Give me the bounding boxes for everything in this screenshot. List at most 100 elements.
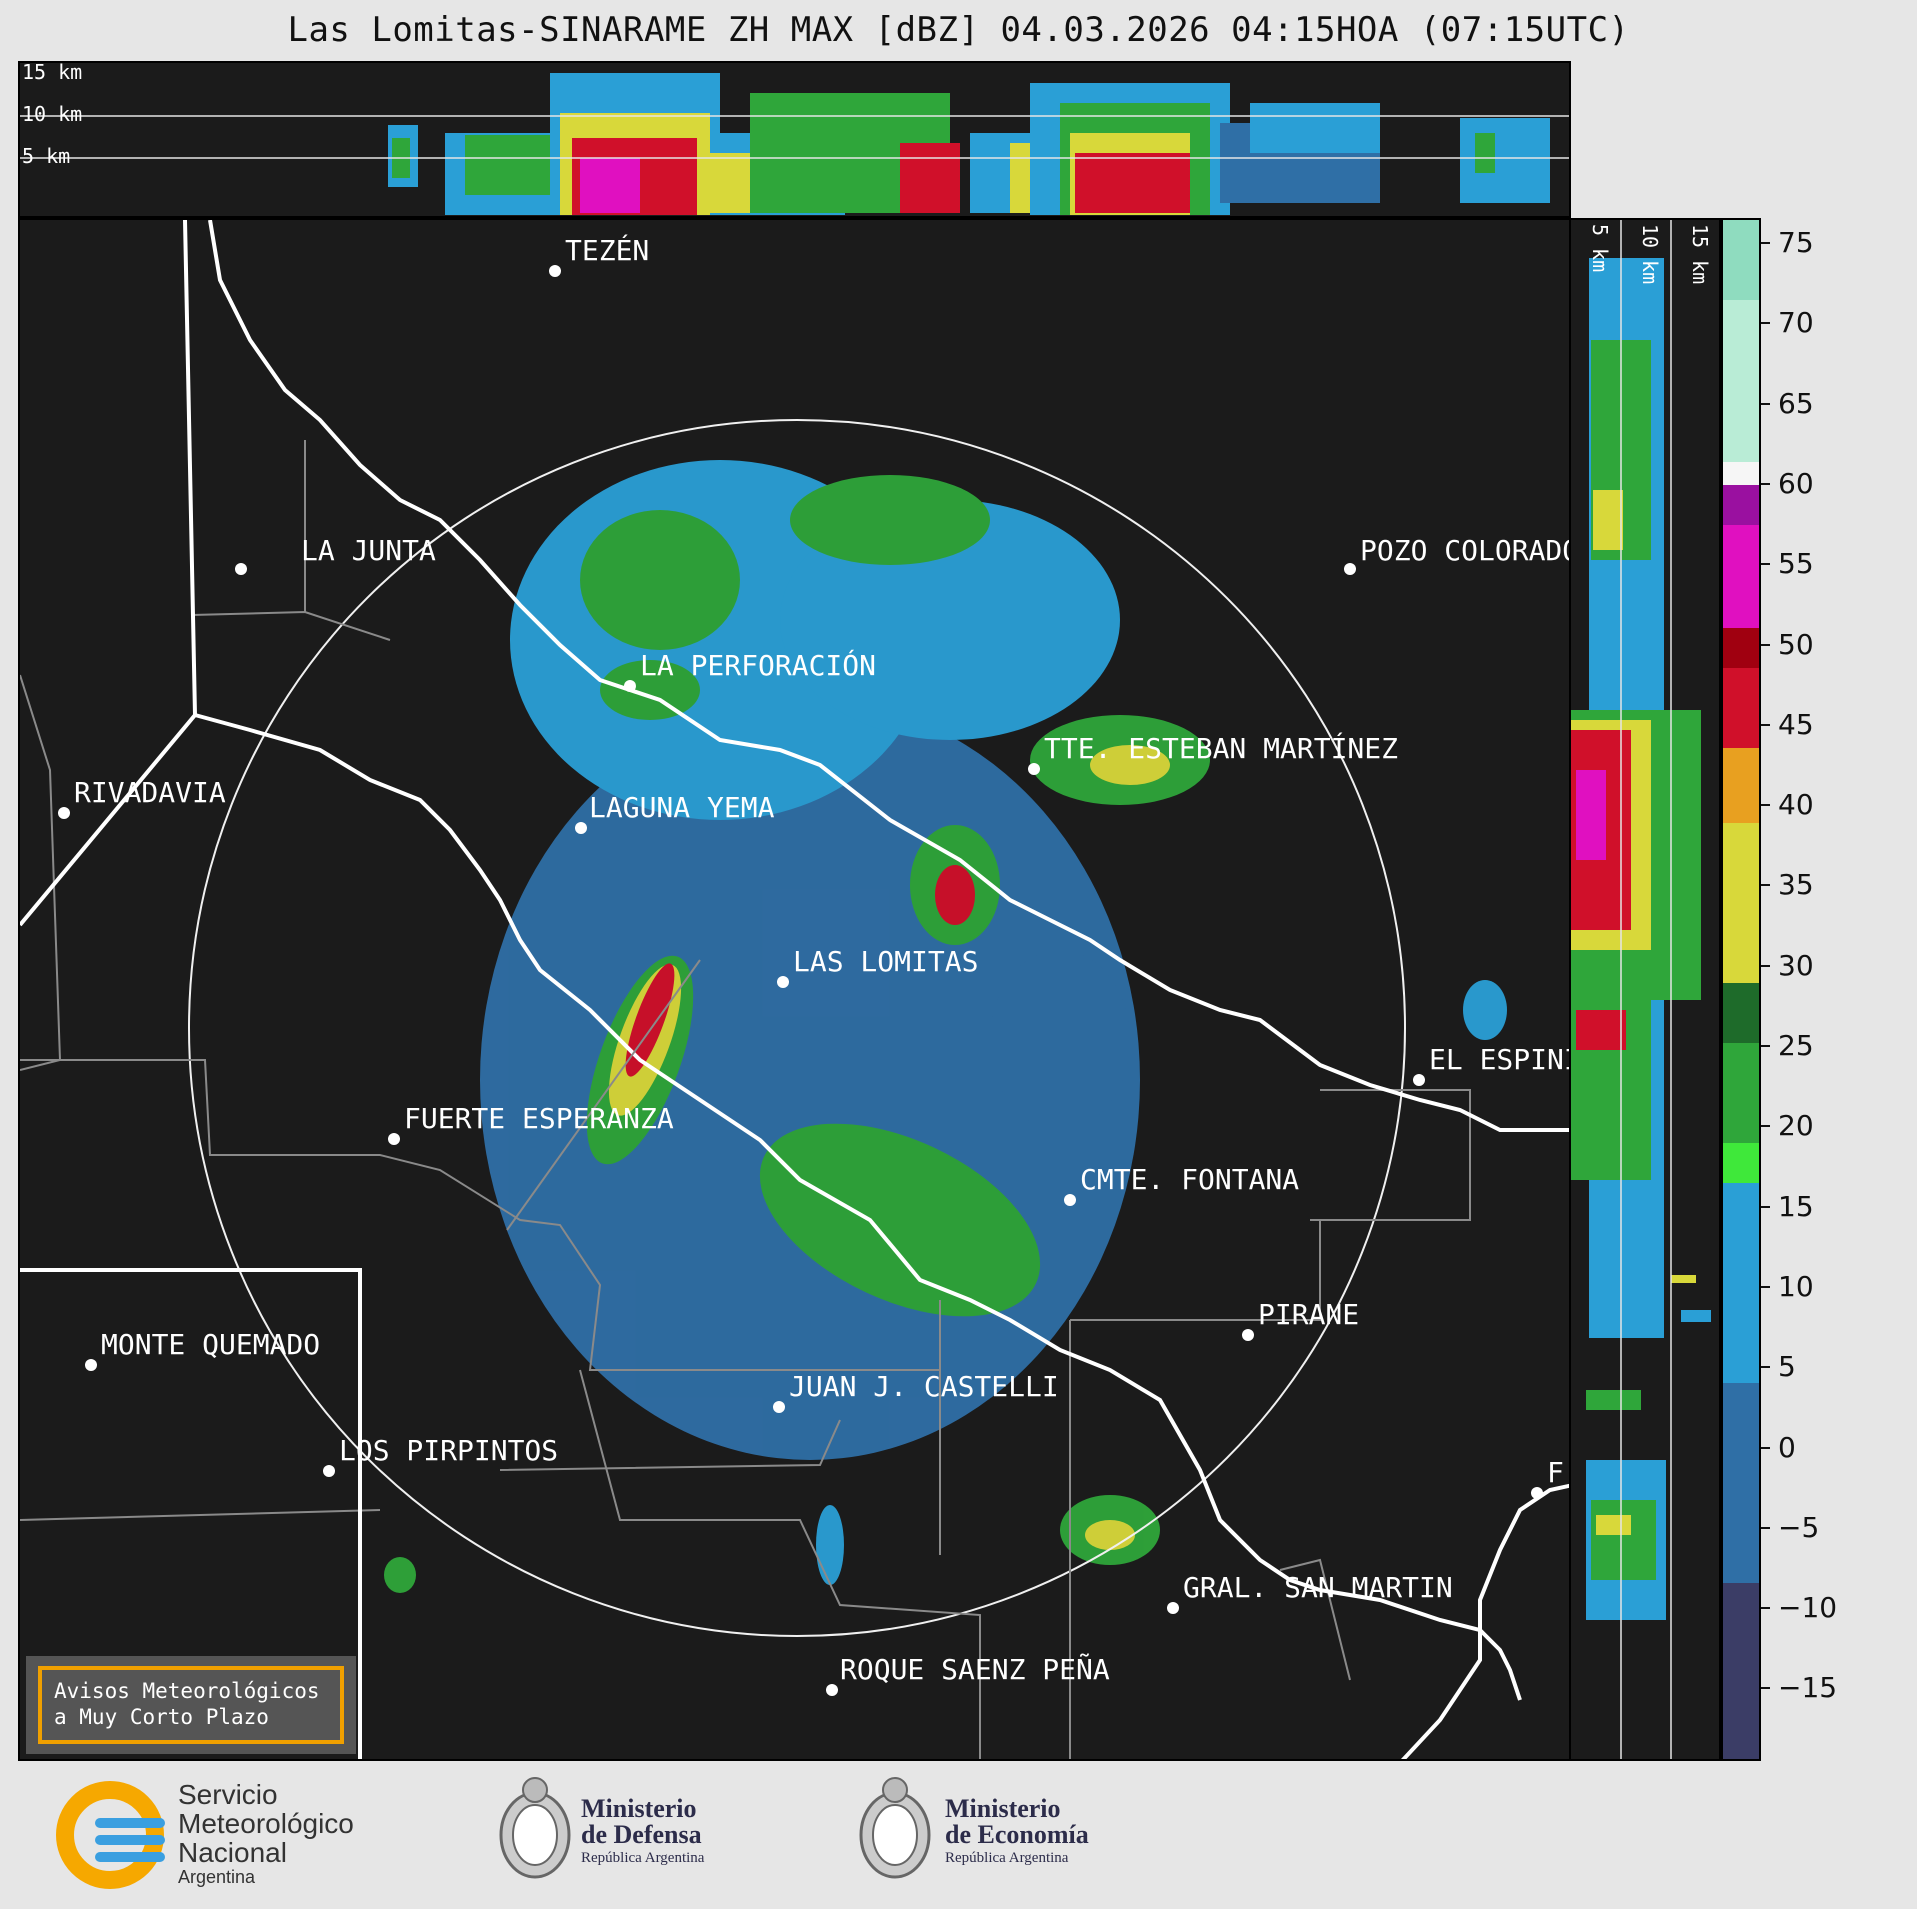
label-la-perforacion: LA PERFORACIÓN [640, 648, 876, 682]
echo-e-small [1463, 980, 1507, 1040]
marker-tezen [549, 265, 561, 277]
alert-box[interactable]: Avisos Meteorológicos a Muy Corto Plazo [26, 1656, 356, 1754]
defensa-line-3: República Argentina [581, 1850, 705, 1866]
colorbar-tick-label: 55 [1778, 547, 1814, 581]
colorbar-tick-label: 20 [1778, 1109, 1814, 1143]
echo-east [990, 950, 1130, 1130]
radar-echoes [384, 460, 1507, 1593]
colorbar-tick-mark [1761, 482, 1770, 485]
marker-las-lomitas [777, 976, 789, 988]
colorbar-tick-mark [1761, 242, 1770, 244]
cbar-58-60 [1723, 462, 1759, 486]
colorbar-tick-label: 40 [1778, 788, 1814, 822]
colorbar-tick-mark [1761, 1125, 1770, 1128]
colorbar-tick-label: 0 [1778, 1430, 1796, 1464]
cross-section-line [506, 959, 701, 1231]
side-echo-7 [1576, 770, 1606, 860]
side-echo-3 [1593, 490, 1623, 550]
logo-ministerio-economia: Ministerio de Economía República Argenti… [855, 1770, 1155, 1900]
colorbar-tick-label: 5 [1778, 1350, 1796, 1384]
department-boundaries [20, 440, 1471, 1759]
top-cross-section-svg: 15 km 10 km 5 km [20, 63, 1569, 215]
smn-line-1: Servicio [178, 1779, 278, 1810]
colorbar-tick-mark [1761, 1366, 1770, 1369]
label-fuerte-esperanza: FUERTE ESPERANZA [404, 1102, 674, 1135]
radar-map-svg: TEZÉN LA JUNTA POZO COLORADO LA PERFORAC… [20, 220, 1571, 1759]
echo-center-cell-red [935, 865, 975, 925]
province-borders [20, 220, 1569, 1759]
marker-la-junta [235, 563, 247, 575]
label-rivadavia: RIVADAVIA [74, 776, 226, 809]
top-alt-label-5: 5 km [22, 144, 70, 168]
marker-f [1531, 1487, 1543, 1499]
label-las-lomitas: LAS LOMITAS [793, 945, 978, 978]
marker-el-espinillo [1413, 1074, 1425, 1086]
top-alt-label-10: 10 km [22, 102, 82, 126]
smn-logo-icon [56, 1781, 165, 1889]
side-echoes [1571, 258, 1711, 1620]
label-tezen: TEZÉN [565, 233, 649, 267]
defensa-line-1: Ministerio [581, 1794, 697, 1823]
label-laguna-yema: LAGUNA YEMA [589, 791, 775, 824]
colorbar-tick-label: 25 [1778, 1029, 1814, 1062]
top-echo-17 [1075, 153, 1190, 213]
side-echo-15 [1681, 1310, 1711, 1322]
cbar-neg10-5 [1723, 1383, 1759, 1583]
marker-pozo-colorado [1344, 563, 1356, 575]
colorbar-tick-mark [1761, 402, 1770, 405]
colorbar-tick-label: 35 [1778, 868, 1814, 902]
side-echo-10 [1586, 1390, 1641, 1410]
side-cross-section-panel: 5 km 10 km 15 km [1569, 218, 1721, 1761]
echo-south-cell-yellow [1085, 1520, 1135, 1550]
marker-laguna-yema [575, 822, 587, 834]
colorbar-tick-mark [1761, 1607, 1770, 1610]
echo-north-green-1 [580, 510, 740, 650]
colorbar-tick-mark [1761, 723, 1770, 726]
colorbar-tick-mark [1761, 563, 1770, 566]
marker-tte-esteban-martinez [1028, 763, 1040, 775]
economia-seal-icon [859, 1777, 931, 1879]
defensa-line-2: de Defensa [581, 1820, 702, 1849]
label-monte-quemado: MONTE QUEMADO [101, 1328, 320, 1361]
cbar-neg20-neg10 [1723, 1583, 1759, 1759]
side-echo-9 [1576, 1010, 1626, 1050]
marker-roque-saenz-pena [826, 1684, 838, 1696]
marker-monte-quemado [85, 1359, 97, 1371]
colorbar-tick-label: −5 [1778, 1510, 1820, 1544]
logo-ministerio-defensa: Ministerio de Defensa República Argentin… [495, 1770, 755, 1900]
cbar-30-36 [1723, 823, 1759, 983]
marker-los-pirpintos [323, 1465, 335, 1477]
colorbar-tick-mark [1761, 1285, 1770, 1288]
colorbar-tick-label: 70 [1778, 306, 1814, 340]
colorbar-tick-label: 75 [1778, 226, 1814, 259]
label-juan-j-castelli: JUAN J. CASTELLI [789, 1370, 1059, 1403]
top-echo-21 [1475, 133, 1495, 173]
marker-pirane [1242, 1329, 1254, 1341]
side-cross-section-svg: 5 km 10 km 15 km [1571, 220, 1712, 1759]
colorbar-tick-mark [1761, 804, 1770, 807]
top-echo-19 [1250, 103, 1380, 153]
smn-line-4: Argentina [178, 1867, 256, 1887]
chart-title: Las Lomitas-SINARAME ZH MAX [dBZ] 04.03.… [287, 10, 1630, 50]
colorbar-tick-label: 45 [1778, 707, 1814, 741]
colorbar-tick-mark [1761, 322, 1770, 325]
colorbar-svg [1723, 220, 1759, 1759]
cbar-5-17 [1723, 1183, 1759, 1383]
echo-s-small [816, 1505, 844, 1585]
economia-line-3: República Argentina [945, 1850, 1069, 1866]
label-f: F [1547, 1456, 1564, 1489]
label-tte-esteban-martinez: TTE. ESTEBAN MARTÍNEZ [1044, 731, 1398, 765]
label-pozo-colorado: POZO COLORADO [1360, 534, 1571, 567]
alert-line-1: Avisos Meteorológicos [54, 1679, 320, 1703]
top-echo-20 [1460, 118, 1550, 203]
economia-line-2: de Economía [945, 1820, 1089, 1849]
marker-fuerte-esperanza [388, 1133, 400, 1145]
side-echo-13 [1596, 1515, 1631, 1535]
colorbar-tick-mark [1761, 1446, 1770, 1449]
side-alt-label-5: 5 km [1588, 224, 1612, 272]
colorbar-tick-mark [1761, 884, 1770, 887]
cbar-36-42 [1723, 748, 1759, 823]
range-ring [188, 419, 1406, 1637]
economia-line-1: Ministerio [945, 1794, 1061, 1823]
top-echoes [388, 73, 1550, 215]
